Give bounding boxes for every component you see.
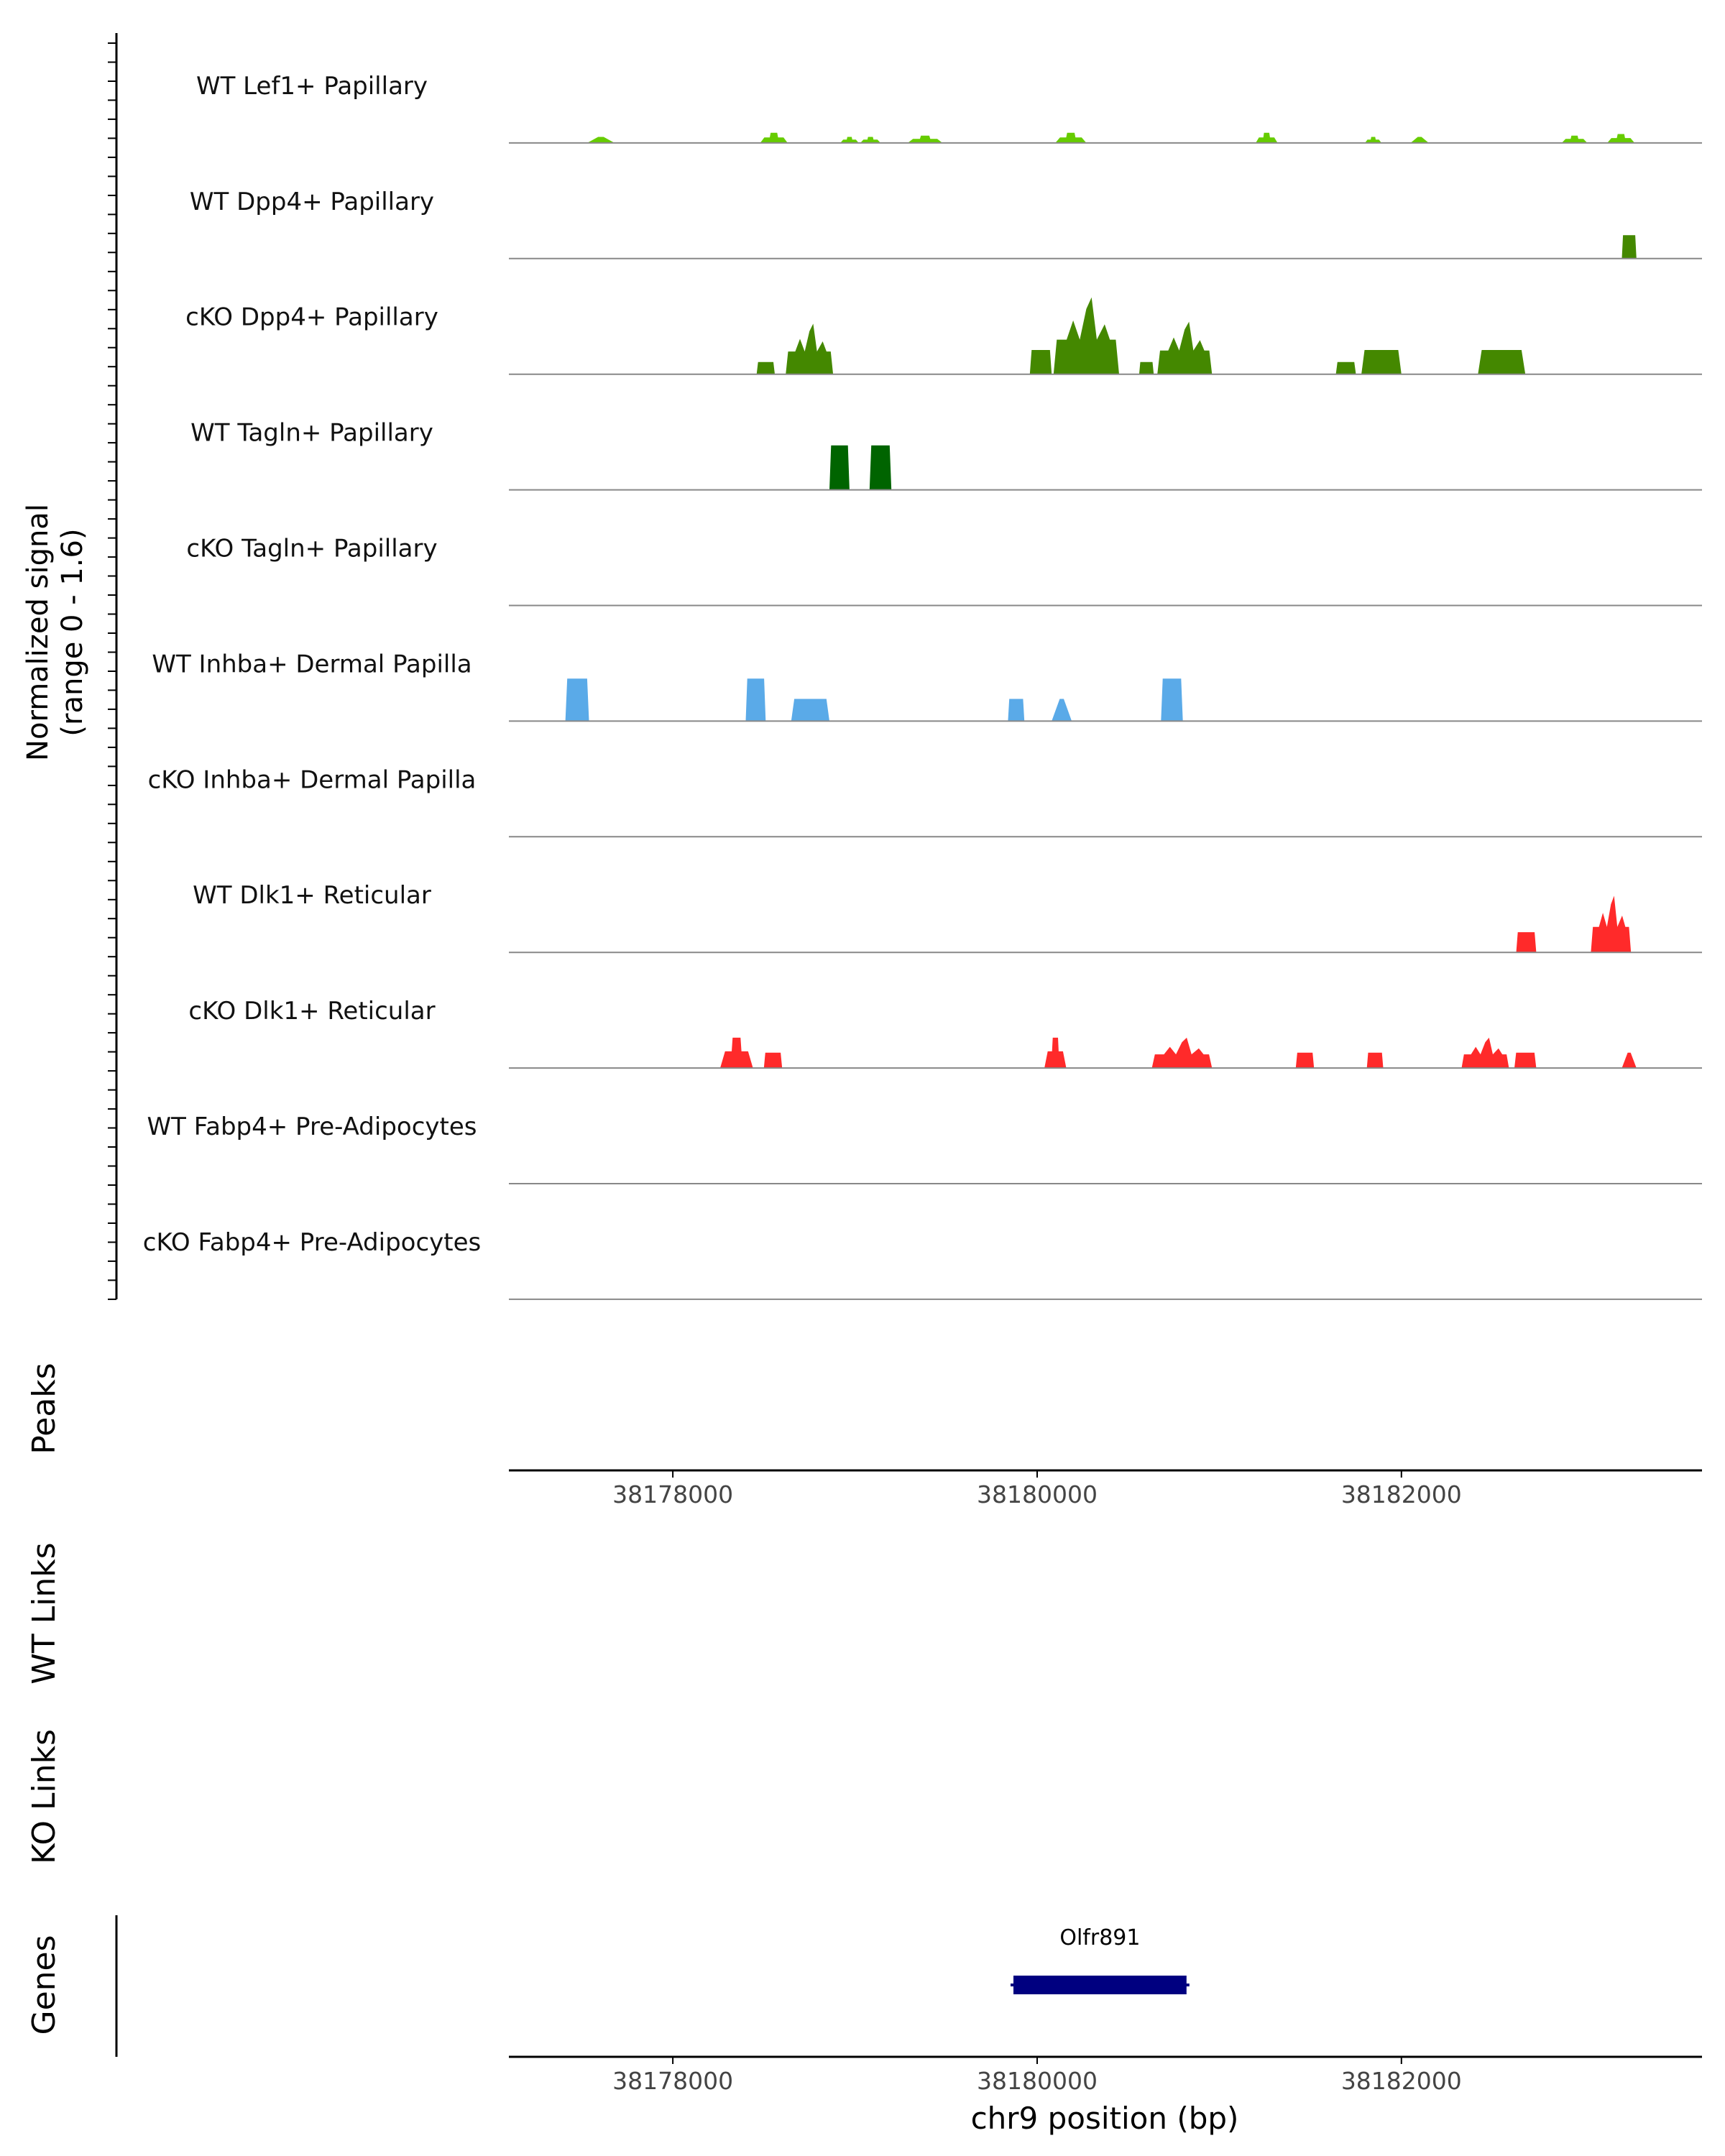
peaks-x-tick-label: 38180000 [977, 1480, 1098, 1508]
signal-y-axis [108, 33, 118, 1300]
track-1: WT Dpp4+ Papillary [190, 188, 1702, 259]
signal-peak [1514, 1052, 1537, 1069]
track-10: cKO Fabp4+ Pre-Adipocytes [143, 1228, 1702, 1300]
signal-peak [1151, 1037, 1213, 1069]
peaks-x-tick-label: 38182000 [1341, 1480, 1462, 1508]
track-7: WT Dlk1+ Reticular [193, 881, 1702, 954]
signal-peak [908, 135, 943, 143]
genes-x-tick-label: 38182000 [1341, 2067, 1462, 2095]
peaks-x-axis: 38178000 38180000 38182000 [509, 1469, 1702, 1508]
track-label: WT Dpp4+ Papillary [190, 188, 434, 216]
gene-label: Olfr891 [1059, 1925, 1140, 1950]
signal-peak [1622, 1052, 1637, 1069]
signal-peak [1607, 134, 1635, 143]
signal-peak [1365, 137, 1381, 143]
signal-peak [1410, 137, 1429, 143]
signal-peak [1622, 235, 1637, 259]
signal-peak [1044, 1037, 1067, 1069]
track-label: cKO Dlk1+ Reticular [188, 997, 435, 1026]
peaks-x-tick-label: 38178000 [612, 1480, 733, 1508]
signal-peak [1361, 350, 1402, 374]
signal-peak [786, 323, 834, 374]
track-label: cKO Dpp4+ Papillary [185, 303, 438, 332]
ko-links-panel-label: KO Links [26, 1729, 63, 1864]
genes-x-axis: 38178000 38180000 38182000 [509, 2055, 1702, 2095]
track-5: WT Inhba+ Dermal Papilla [152, 650, 1702, 722]
signal-peak [565, 678, 589, 722]
signal-peak [1295, 1052, 1315, 1069]
signal-peak [869, 445, 892, 490]
track-label: cKO Inhba+ Dermal Papilla [148, 765, 477, 794]
peaks-panel-label: Peaks [26, 1363, 63, 1454]
signal-peak [720, 1037, 753, 1069]
track-0: WT Lef1+ Papillary [196, 72, 1702, 144]
track-label: WT Inhba+ Dermal Papilla [152, 650, 472, 678]
signal-peak [1256, 132, 1278, 143]
y-axis-title-line2: (range 0 - 1.6) [56, 528, 89, 736]
signal-peak [756, 361, 775, 374]
signal-peak [587, 137, 615, 143]
signal-peak [1366, 1052, 1384, 1069]
track-2: cKO Dpp4+ Papillary [185, 297, 1702, 375]
signal-peak [763, 1052, 783, 1069]
genes-x-tick-label: 38180000 [977, 2067, 1098, 2095]
signal-peak [1008, 699, 1025, 722]
track-4: cKO Tagln+ Papillary [186, 535, 1702, 607]
signal-peak [1478, 350, 1526, 374]
signal-peak [1161, 678, 1183, 722]
track-label: cKO Fabp4+ Pre-Adipocytes [143, 1228, 482, 1257]
signal-peak [791, 699, 829, 722]
genes-panel-label: Genes [26, 1935, 63, 2035]
signal-peak [860, 137, 880, 143]
signal-peak [829, 445, 850, 490]
signal-peak [1052, 699, 1072, 722]
x-axis-title: chr9 position (bp) [971, 2101, 1239, 2136]
signal-peak [1461, 1037, 1509, 1069]
signal-peak [1335, 361, 1356, 374]
track-3: WT Tagln+ Papillary [190, 419, 1702, 491]
gene-track: Olfr891 [1011, 1925, 1190, 1994]
signal-peak [1055, 132, 1087, 143]
signal-peak [1053, 297, 1119, 374]
signal-peak [1591, 895, 1632, 953]
track-label: cKO Tagln+ Papillary [186, 535, 437, 563]
signal-peak [1516, 932, 1537, 953]
genes-x-tick-label: 38178000 [612, 2067, 733, 2095]
coverage-tracks: WT Lef1+ Papillary WT Dpp4+ Papillary cKO … [143, 72, 1702, 1300]
signal-peak [745, 678, 766, 722]
signal-peak [1029, 350, 1052, 374]
signal-peak [760, 132, 788, 143]
track-label: WT Tagln+ Papillary [190, 419, 433, 448]
track-label: WT Lef1+ Papillary [196, 72, 428, 101]
y-axis-title-line1: Normalized signal [22, 504, 55, 761]
track-label: WT Fabp4+ Pre-Adipocytes [147, 1112, 477, 1141]
track-8: cKO Dlk1+ Reticular [188, 997, 1702, 1069]
signal-peak [840, 137, 859, 143]
signal-peak [1561, 135, 1588, 143]
track-9: WT Fabp4+ Pre-Adipocytes [147, 1112, 1702, 1184]
signal-peak [1157, 321, 1213, 374]
wt-links-panel-label: WT Links [26, 1542, 63, 1684]
signal-peak [1138, 361, 1154, 374]
track-6: cKO Inhba+ Dermal Papilla [148, 765, 1702, 838]
track-label: WT Dlk1+ Reticular [193, 881, 431, 910]
